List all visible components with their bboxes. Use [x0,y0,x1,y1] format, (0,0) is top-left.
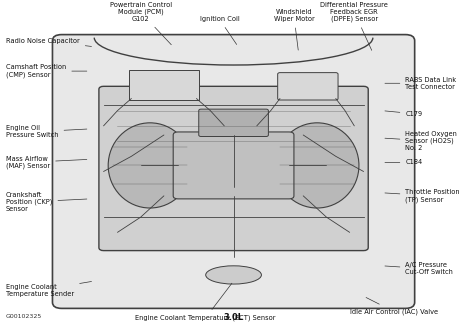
Text: Idle Air Control (IAC) Valve: Idle Air Control (IAC) Valve [350,297,438,315]
FancyBboxPatch shape [199,109,268,136]
Text: Differential Pressure
Feedback EGR
(DPFE) Sensor: Differential Pressure Feedback EGR (DPFE… [320,2,388,50]
Text: Mass Airflow
(MAF) Sensor: Mass Airflow (MAF) Sensor [6,156,87,169]
FancyBboxPatch shape [278,72,338,100]
FancyBboxPatch shape [173,132,294,199]
Text: Crankshaft
Position (CKP)
Sensor: Crankshaft Position (CKP) Sensor [6,192,87,212]
FancyBboxPatch shape [99,86,368,251]
Text: Radio Noise Capacitor: Radio Noise Capacitor [6,38,91,46]
Text: C184: C184 [385,159,423,165]
Text: Engine Coolant
Temperature Sender: Engine Coolant Temperature Sender [6,281,91,297]
Text: RABS Data Link
Test Connector: RABS Data Link Test Connector [385,77,456,90]
FancyBboxPatch shape [53,34,415,308]
FancyBboxPatch shape [129,70,199,100]
Text: Windshield
Wiper Motor: Windshield Wiper Motor [273,9,314,50]
Text: Camshaft Position
(CMP) Sensor: Camshaft Position (CMP) Sensor [6,64,87,78]
Ellipse shape [275,123,359,208]
Text: G00102325: G00102325 [6,314,42,319]
Text: A/C Pressure
Cut-Off Switch: A/C Pressure Cut-Off Switch [385,262,453,275]
Text: Engine Coolant Temperature (ECT) Sensor: Engine Coolant Temperature (ECT) Sensor [136,283,276,321]
Text: Powertrain Control
Module (PCM)
G102: Powertrain Control Module (PCM) G102 [109,2,172,45]
Text: Throttle Position
(TP) Sensor: Throttle Position (TP) Sensor [385,189,460,202]
Text: Heated Oxygen
Sensor (HO2S)
No. 2: Heated Oxygen Sensor (HO2S) No. 2 [385,131,457,151]
Text: 3.0L: 3.0L [224,313,244,322]
Text: Ignition Coil: Ignition Coil [200,17,239,45]
Ellipse shape [108,123,192,208]
Ellipse shape [206,266,262,284]
Text: Engine Oil
Pressure Switch: Engine Oil Pressure Switch [6,125,87,138]
Text: C179: C179 [385,111,422,117]
